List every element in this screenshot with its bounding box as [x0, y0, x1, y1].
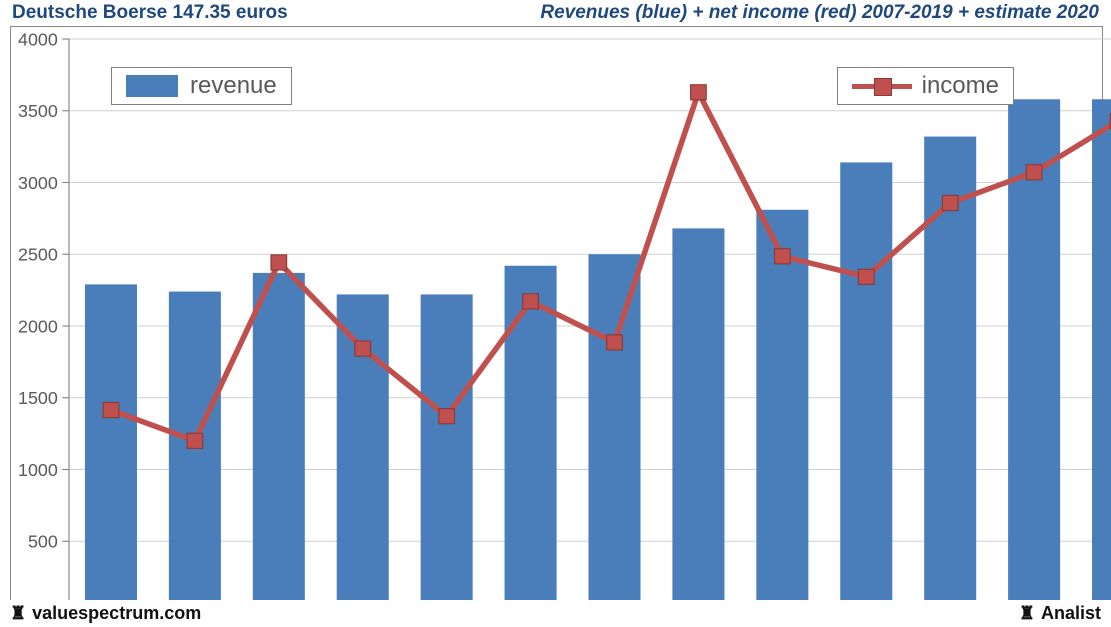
bar	[421, 294, 473, 613]
legend-label-revenue: revenue	[190, 72, 277, 100]
bar	[169, 292, 221, 613]
footer-right: ♜ Analist	[1019, 603, 1111, 624]
marker	[942, 195, 958, 210]
marker	[858, 269, 874, 284]
bar	[840, 162, 892, 613]
marker	[439, 409, 455, 424]
marker	[103, 402, 119, 417]
footer-right-text: Analist	[1041, 603, 1101, 624]
svg-text:4000: 4000	[18, 30, 58, 50]
rook-icon: ♜	[1019, 603, 1035, 624]
svg-text:2000: 2000	[18, 317, 58, 337]
marker	[187, 433, 203, 448]
marker	[523, 294, 539, 309]
footer-left-text: valuespectrum.com	[32, 603, 201, 624]
bar	[1092, 99, 1111, 613]
marker	[607, 335, 623, 350]
bar	[756, 210, 808, 613]
legend-swatch-line	[852, 74, 912, 98]
marker	[691, 85, 707, 100]
bar	[672, 228, 724, 613]
svg-text:2500: 2500	[18, 245, 58, 265]
legend-swatch-bar	[126, 75, 178, 97]
svg-text:1500: 1500	[18, 389, 58, 409]
marker	[271, 255, 287, 270]
legend-income: income	[837, 67, 1014, 105]
footer-left: ♜ valuespectrum.com	[0, 603, 201, 624]
chart-frame: 0500100015002000250030003500400002004006…	[10, 26, 1103, 602]
legend-revenue: revenue	[111, 67, 292, 105]
chart-plot: 0500100015002000250030003500400002004006…	[69, 39, 1111, 613]
svg-text:1000: 1000	[18, 460, 58, 480]
legend-label-income: income	[922, 72, 999, 100]
bar	[85, 284, 137, 613]
bar	[253, 273, 305, 613]
svg-text:500: 500	[28, 532, 58, 552]
chart-header: Deutsche Boerse 147.35 euros Revenues (b…	[0, 0, 1111, 26]
marker	[355, 341, 371, 356]
bar	[588, 254, 640, 613]
svg-text:3500: 3500	[18, 102, 58, 122]
title-left: Deutsche Boerse 147.35 euros	[0, 2, 288, 24]
footer: ♜ valuespectrum.com ♜ Analist	[0, 600, 1111, 627]
marker	[775, 249, 791, 264]
bar	[505, 266, 557, 613]
svg-text:3000: 3000	[18, 173, 58, 193]
rook-icon: ♜	[10, 603, 26, 624]
marker	[1026, 165, 1042, 180]
title-right: Revenues (blue) + net income (red) 2007-…	[540, 2, 1099, 24]
